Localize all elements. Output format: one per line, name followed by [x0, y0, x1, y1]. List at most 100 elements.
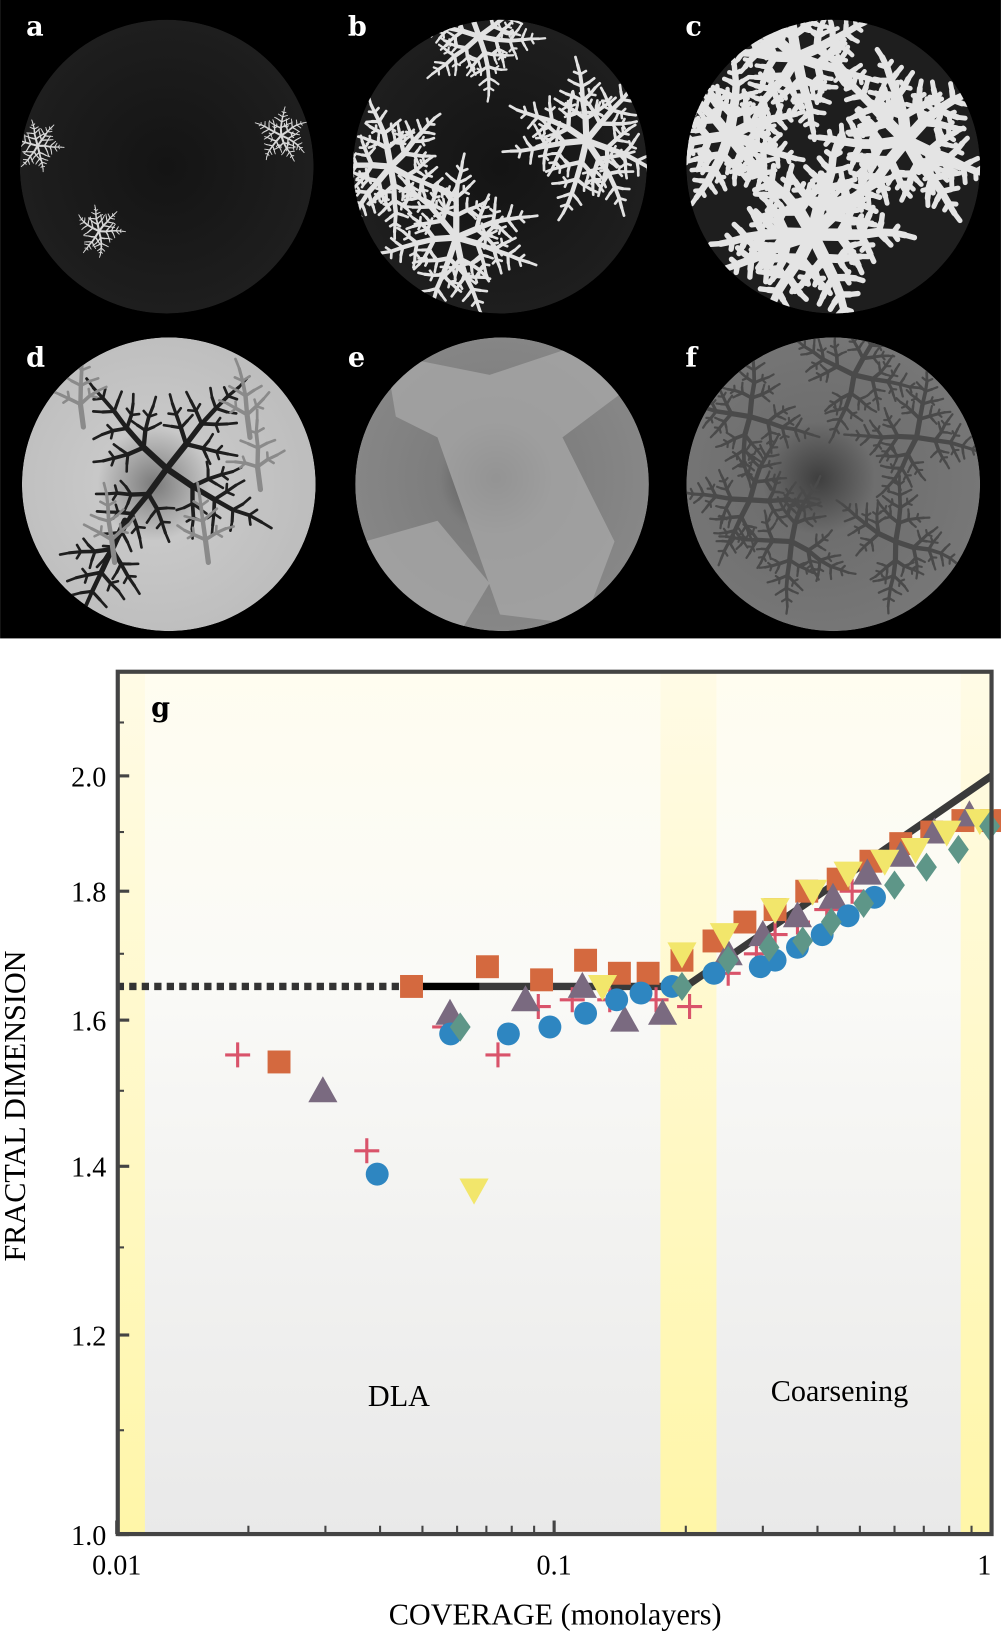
- dendrite-branch: [827, 299, 838, 313]
- dendrite-branch: [760, 434, 767, 440]
- dendrite-branch: [847, 571, 857, 575]
- dendrite-branch: [415, 158, 421, 166]
- dendrite-branch: [762, 383, 766, 391]
- dendrite-branch: [97, 224, 105, 233]
- dendrite-branch: [854, 502, 858, 511]
- dendrite-branch: [857, 522, 868, 531]
- dendrite-branch: [878, 212, 885, 226]
- dendrite-branch: [910, 409, 922, 421]
- dendrite-branch: [189, 399, 198, 413]
- dendrite-branch: [435, 286, 444, 297]
- dendrite-branch: [814, 560, 821, 565]
- dendrite-branch: [371, 205, 377, 214]
- dendrite-branch: [916, 529, 921, 537]
- dendrite-branch: [413, 241, 419, 255]
- dendrite-branch: [393, 221, 402, 228]
- dendrite-branch: [770, 538, 795, 545]
- dendrite-branch: [442, 197, 446, 206]
- dendrite-branch: [282, 141, 289, 145]
- dendrite-branch: [844, 406, 854, 416]
- dendrite-branch: [937, 108, 945, 120]
- dendrite-branch: [788, 405, 796, 410]
- dendrite-branch: [842, 508, 851, 512]
- dendrite-branch: [416, 145, 422, 152]
- dendrite-branch: [730, 536, 736, 544]
- dendrite-branch: [894, 64, 904, 76]
- dendrite-branch: [694, 162, 703, 173]
- dendrite-branch: [748, 479, 752, 489]
- dendrite-branch: [199, 406, 219, 427]
- dendrite-branch: [101, 221, 104, 227]
- dendrite-branch: [813, 91, 822, 100]
- dendrite-branch: [826, 418, 835, 423]
- dendrite-branch: [404, 130, 412, 135]
- dendrite-branch: [845, 48, 855, 58]
- dendrite-branch: [728, 479, 734, 486]
- dendrite-branch: [101, 409, 116, 414]
- dendrite-branch: [891, 558, 898, 578]
- dendrite-branch: [273, 130, 283, 137]
- dendrite-branch: [203, 531, 218, 542]
- dendrite-branch: [806, 181, 813, 194]
- dendrite-branch: [747, 58, 754, 68]
- dendrite-branch: [711, 98, 721, 105]
- dendrite-branch: [140, 444, 170, 472]
- dendrite-branch: [404, 135, 411, 141]
- dendrite-branch: [948, 553, 956, 560]
- dendrite-branch: [727, 511, 732, 519]
- dendrite-branch: [563, 113, 572, 119]
- dendrite-branch: [794, 499, 809, 504]
- dendrite-branch: [420, 135, 425, 143]
- dendrite-branch: [93, 208, 97, 212]
- dendrite-branch: [815, 110, 827, 116]
- dendrite-branch: [537, 37, 547, 40]
- dendrite-branch: [866, 518, 874, 522]
- dendrite-branch: [583, 120, 604, 144]
- dendrite-branch: [99, 500, 110, 508]
- dendrite-branch: [904, 488, 913, 494]
- dendrite-branch: [973, 164, 981, 174]
- dendrite-branch: [530, 115, 540, 125]
- dendrite-branch: [945, 120, 955, 129]
- dendrite-branch: [43, 141, 48, 147]
- dendrite-branch: [233, 376, 244, 383]
- dendrite-branch: [155, 506, 168, 511]
- dendrite-branch: [857, 196, 868, 207]
- dendrite-branch: [772, 404, 776, 411]
- data-point-triangle-down: [760, 898, 790, 925]
- dendrite-branch: [911, 538, 923, 550]
- dendrite-branch: [126, 574, 136, 588]
- dendrite-branch: [274, 116, 278, 119]
- dendrite-branch: [748, 460, 755, 465]
- dendrite-branch: [115, 562, 123, 574]
- dendrite-branch: [744, 450, 751, 458]
- dendrite-branch: [276, 125, 282, 129]
- dendrite-branch: [440, 293, 447, 302]
- dendrite-branch: [628, 120, 638, 125]
- dendrite-branch: [803, 427, 810, 434]
- dendrite-branch: [101, 456, 116, 463]
- dendrite-branch: [99, 254, 101, 258]
- dendrite-branch: [186, 409, 198, 413]
- dendrite-branch: [701, 506, 708, 514]
- data-point-triangle-down: [900, 837, 931, 865]
- dendrite-branch: [876, 499, 882, 507]
- dendrite-branch: [885, 379, 902, 387]
- dendrite-branch: [816, 348, 824, 353]
- dendrite-branch: [606, 169, 621, 176]
- dendrite-branch: [263, 137, 267, 140]
- dendrite-branch: [272, 125, 276, 129]
- dendrite-branch: [763, 73, 771, 83]
- dendrite-branch: [829, 572, 833, 581]
- dendrite-branch: [948, 185, 961, 192]
- dendrite-branch: [124, 485, 133, 497]
- data-point-square: [476, 955, 499, 979]
- dendrite-branch: [36, 126, 39, 129]
- dendrite-branch: [563, 180, 569, 189]
- dendrite-branch: [611, 144, 617, 153]
- dendrite-branch: [736, 243, 746, 257]
- x-axis-title: COVERAGE (monolayers): [389, 1598, 722, 1632]
- dendrite-branch: [762, 131, 772, 139]
- dendrite-branch: [767, 514, 772, 521]
- dendrite-branch: [519, 37, 533, 42]
